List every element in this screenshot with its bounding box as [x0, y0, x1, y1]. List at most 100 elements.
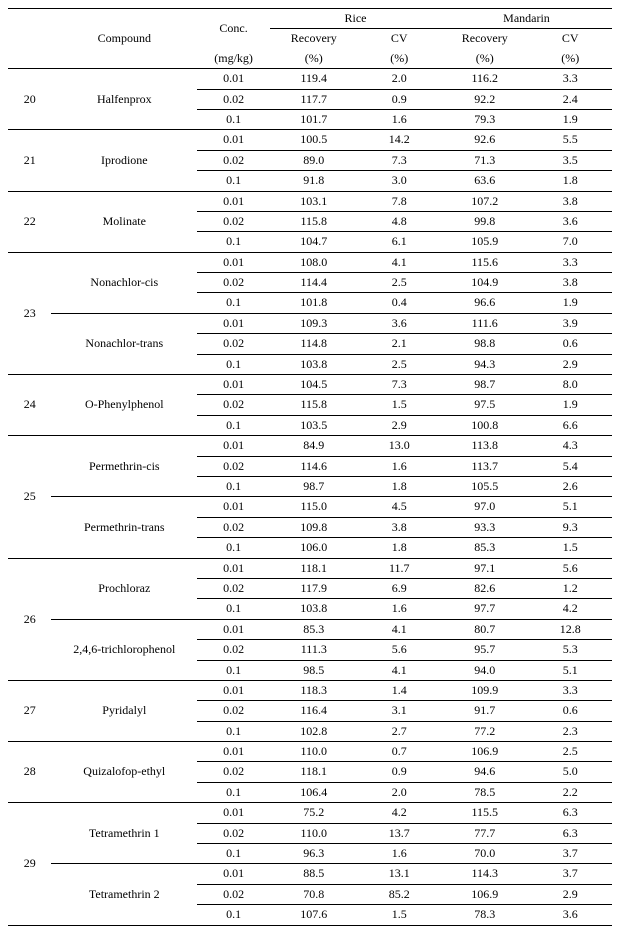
cell-conc: 0.01: [197, 436, 270, 456]
table-row: 24O-Phenylphenol0.01104.57.398.78.0: [8, 375, 612, 395]
cell-compound: Quizalofop-ethyl: [51, 742, 197, 803]
table-row: 2,4,6-trichlorophenol0.0185.34.180.712.8: [8, 619, 612, 639]
cell-rice-recovery: 109.8: [270, 517, 358, 537]
cell-mandarin-cv: 1.9: [528, 293, 612, 313]
cell-rice-cv: 13.0: [358, 436, 441, 456]
cell-rice-cv: 7.3: [358, 150, 441, 170]
cell-rice-recovery: 116.4: [270, 701, 358, 721]
cell-rice-cv: 0.7: [358, 742, 441, 762]
cell-rice-recovery: 110.0: [270, 742, 358, 762]
cell-rice-cv: 2.5: [358, 354, 441, 374]
cell-rice-recovery: 103.1: [270, 191, 358, 211]
cell-index: 29: [8, 803, 51, 925]
col-mandarin: Mandarin: [441, 9, 612, 29]
cell-compound: Pyridalyl: [51, 680, 197, 741]
cell-rice-recovery: 118.1: [270, 762, 358, 782]
cell-conc: 0.1: [197, 171, 270, 191]
cell-mandarin-recovery: 113.7: [441, 456, 529, 476]
cell-rice-cv: 0.9: [358, 762, 441, 782]
cell-mandarin-cv: 6.6: [528, 415, 612, 435]
cell-conc: 0.1: [197, 721, 270, 741]
cell-mandarin-cv: 1.9: [528, 109, 612, 129]
cell-rice-recovery: 117.9: [270, 578, 358, 598]
table-row: Tetramethrin 20.0188.513.1114.33.7: [8, 864, 612, 884]
cell-conc: 0.02: [197, 211, 270, 231]
cell-mandarin-cv: 5.1: [528, 497, 612, 517]
cell-conc: 0.02: [197, 150, 270, 170]
cell-rice-cv: 0.9: [358, 89, 441, 109]
cell-mandarin-cv: 3.3: [528, 69, 612, 89]
cell-conc: 0.1: [197, 905, 270, 925]
cell-mandarin-cv: 0.6: [528, 701, 612, 721]
cell-mandarin-recovery: 115.5: [441, 803, 529, 823]
cell-index: 26: [8, 558, 51, 680]
cell-mandarin-recovery: 98.7: [441, 375, 529, 395]
col-rice-cv-unit: (%): [358, 49, 441, 69]
cell-rice-recovery: 85.3: [270, 619, 358, 639]
recovery-table: Compound Conc. Rice Mandarin Recovery CV…: [8, 8, 612, 926]
cell-rice-recovery: 114.8: [270, 334, 358, 354]
cell-conc: 0.01: [197, 864, 270, 884]
cell-rice-cv: 1.5: [358, 905, 441, 925]
cell-rice-recovery: 104.7: [270, 232, 358, 252]
cell-mandarin-recovery: 82.6: [441, 578, 529, 598]
table-body: 20Halfenprox0.01119.42.0116.23.30.02117.…: [8, 69, 612, 925]
col-mandarin-cv: CV: [528, 29, 612, 49]
cell-conc: 0.01: [197, 619, 270, 639]
cell-rice-recovery: 100.5: [270, 130, 358, 150]
cell-rice-cv: 11.7: [358, 558, 441, 578]
cell-rice-cv: 2.9: [358, 415, 441, 435]
cell-rice-recovery: 107.6: [270, 905, 358, 925]
cell-mandarin-recovery: 107.2: [441, 191, 529, 211]
cell-rice-recovery: 103.5: [270, 415, 358, 435]
cell-conc: 0.01: [197, 252, 270, 272]
cell-rice-recovery: 84.9: [270, 436, 358, 456]
cell-rice-cv: 4.8: [358, 211, 441, 231]
cell-mandarin-recovery: 79.3: [441, 109, 529, 129]
cell-mandarin-cv: 9.3: [528, 517, 612, 537]
cell-rice-cv: 1.5: [358, 395, 441, 415]
cell-rice-cv: 3.6: [358, 313, 441, 333]
cell-mandarin-cv: 3.8: [528, 191, 612, 211]
cell-conc: 0.02: [197, 334, 270, 354]
cell-compound: Permethrin-trans: [51, 497, 197, 558]
cell-conc: 0.1: [197, 660, 270, 680]
cell-rice-cv: 1.8: [358, 476, 441, 496]
cell-mandarin-cv: 1.9: [528, 395, 612, 415]
cell-mandarin-recovery: 78.3: [441, 905, 529, 925]
cell-rice-cv: 1.8: [358, 538, 441, 558]
cell-mandarin-cv: 5.1: [528, 660, 612, 680]
cell-conc: 0.01: [197, 375, 270, 395]
cell-conc: 0.02: [197, 395, 270, 415]
cell-mandarin-recovery: 63.6: [441, 171, 529, 191]
cell-mandarin-recovery: 97.1: [441, 558, 529, 578]
cell-mandarin-recovery: 97.0: [441, 497, 529, 517]
cell-compound: Prochloraz: [51, 558, 197, 619]
cell-conc: 0.01: [197, 69, 270, 89]
cell-rice-recovery: 88.5: [270, 864, 358, 884]
cell-rice-recovery: 108.0: [270, 252, 358, 272]
cell-compound: Nonachlor-trans: [51, 313, 197, 374]
cell-mandarin-recovery: 106.9: [441, 742, 529, 762]
cell-rice-recovery: 103.8: [270, 599, 358, 619]
col-rice-cv: CV: [358, 29, 441, 49]
cell-rice-cv: 4.5: [358, 497, 441, 517]
cell-mandarin-cv: 4.3: [528, 436, 612, 456]
cell-mandarin-cv: 5.5: [528, 130, 612, 150]
cell-mandarin-cv: 6.3: [528, 803, 612, 823]
cell-mandarin-recovery: 94.6: [441, 762, 529, 782]
table-row: 23Nonachlor-cis0.01108.04.1115.63.3: [8, 252, 612, 272]
cell-rice-cv: 4.1: [358, 660, 441, 680]
cell-index: 28: [8, 742, 51, 803]
cell-mandarin-cv: 8.0: [528, 375, 612, 395]
cell-conc: 0.02: [197, 823, 270, 843]
col-rice: Rice: [270, 9, 441, 29]
cell-rice-recovery: 115.0: [270, 497, 358, 517]
cell-rice-cv: 2.5: [358, 273, 441, 293]
cell-conc: 0.1: [197, 599, 270, 619]
cell-mandarin-recovery: 80.7: [441, 619, 529, 639]
cell-mandarin-cv: 5.4: [528, 456, 612, 476]
cell-rice-recovery: 103.8: [270, 354, 358, 374]
cell-mandarin-recovery: 106.9: [441, 884, 529, 904]
cell-mandarin-cv: 2.6: [528, 476, 612, 496]
